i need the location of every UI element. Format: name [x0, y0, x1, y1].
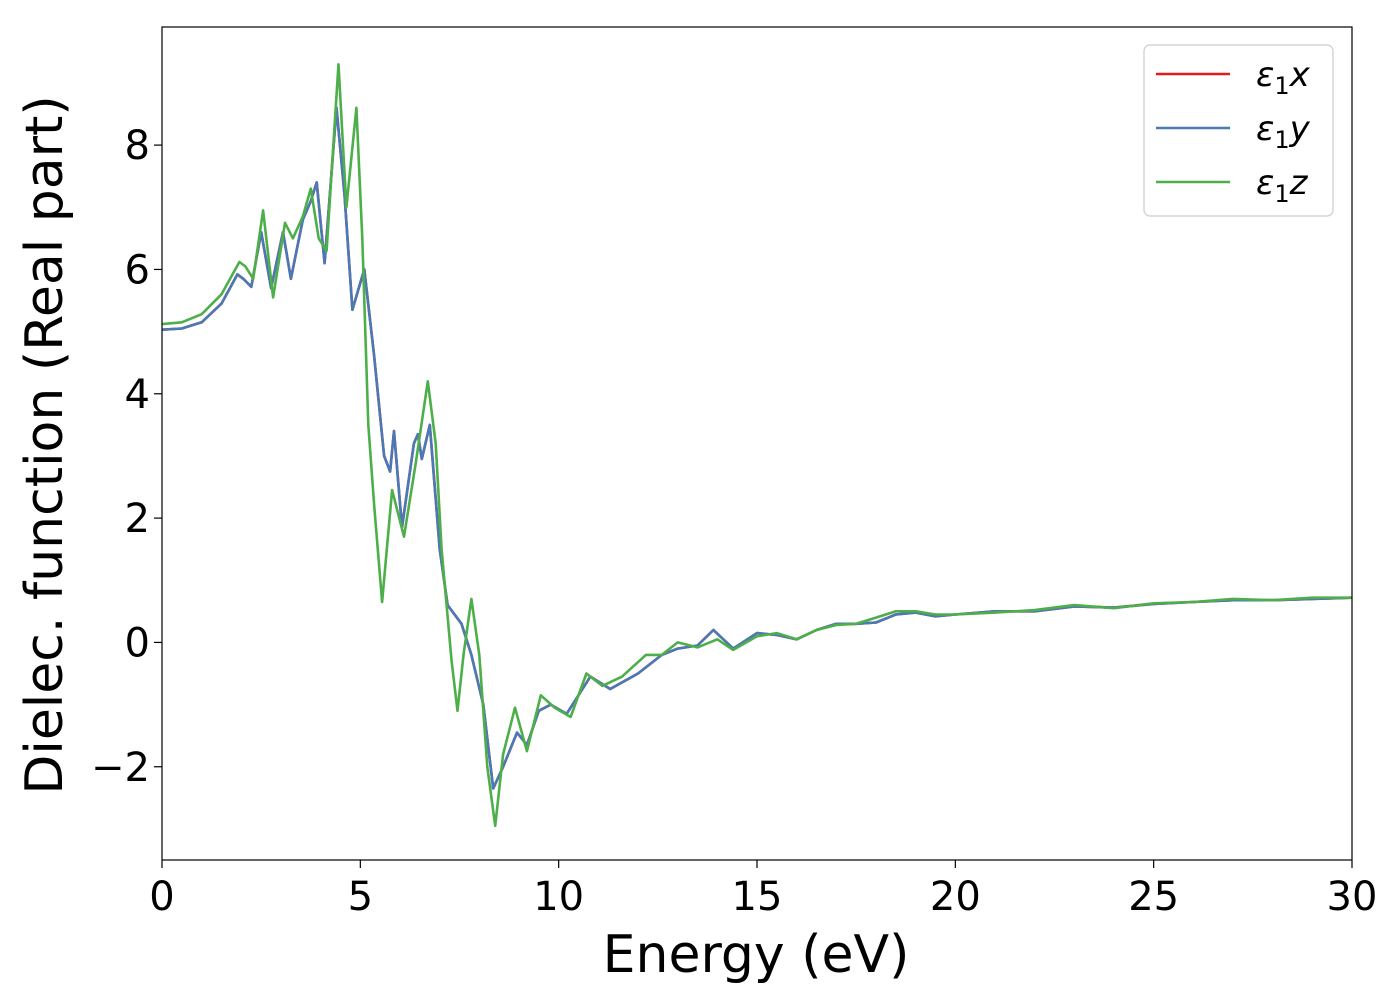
legend: ε1x ε1y ε1z [1143, 44, 1334, 217]
x-axis-ticks: 0 5 10 15 20 25 30 [149, 860, 1377, 920]
y-tick-label: 2 [125, 496, 150, 542]
y-tick-label: 4 [125, 372, 150, 418]
series-lines [162, 63, 1352, 828]
x-tick-label: 0 [149, 874, 174, 920]
series-line-z [162, 63, 1352, 828]
y-tick-label: 6 [125, 247, 150, 293]
y-tick-label: −2 [91, 745, 150, 791]
x-tick-label: 5 [348, 874, 373, 920]
x-tick-label: 10 [533, 874, 584, 920]
y-axis-ticks: −2 0 2 4 6 8 [91, 123, 162, 791]
legend-label-z: ε1z [1256, 163, 1309, 208]
y-axis-label: Dielec. function (Real part) [15, 95, 75, 794]
y-tick-label: 8 [125, 123, 150, 169]
x-axis-label: Energy (eV) [603, 925, 910, 985]
x-tick-label: 20 [930, 874, 981, 920]
x-tick-label: 25 [1128, 874, 1179, 920]
x-tick-label: 30 [1327, 874, 1378, 920]
series-line-y [162, 106, 1352, 790]
y-tick-label: 0 [125, 620, 150, 666]
legend-label-y: ε1y [1256, 109, 1311, 154]
legend-label-x: ε1x [1256, 55, 1311, 100]
legend-box [1143, 44, 1334, 217]
x-tick-label: 15 [732, 874, 783, 920]
